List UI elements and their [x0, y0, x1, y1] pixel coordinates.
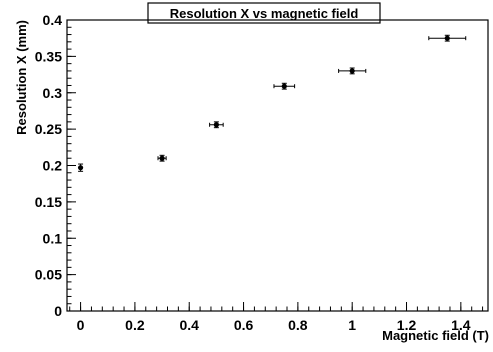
chart-title-box: [147, 2, 381, 24]
data-point: [159, 155, 165, 161]
data-point: [444, 35, 450, 41]
x-axis: [69, 302, 484, 311]
data-point-group: [77, 163, 84, 172]
y-tick-label: 0.1: [43, 230, 63, 246]
x-tick-label: 1.4: [451, 317, 471, 333]
data-point: [213, 122, 219, 128]
y-tick-label: 0.4: [43, 12, 63, 28]
y-tick-label: 0.3: [43, 85, 63, 101]
x-tick-label: 0.6: [234, 317, 254, 333]
y-tick-labels: 0 0.05 0.1 0.15 0.2 0.25 0.3 0.35 0.4: [35, 12, 62, 319]
x-tick-label: 1: [348, 317, 356, 333]
data-point-group: [338, 67, 367, 75]
y-axis-label: Resolution X (mm): [14, 20, 29, 135]
data-point-group: [209, 121, 224, 129]
chart-title: Resolution X vs magnetic field: [147, 2, 381, 24]
data-point: [281, 83, 287, 89]
y-tick-label: 0: [54, 303, 62, 319]
data-point-group: [428, 34, 467, 42]
x-tick-label: 0.8: [288, 317, 308, 333]
data-point-group: [273, 82, 296, 90]
x-tick-label: 1.2: [397, 317, 417, 333]
x-axis-label: Magnetic field (T): [382, 328, 489, 343]
x-tick-labels: 0 0.2 0.4 0.6 0.8 1 1.2 1.4: [77, 317, 471, 333]
x-tick-label: 0.2: [125, 317, 145, 333]
y-tick-label: 0.15: [35, 194, 62, 210]
plot-frame: [66, 19, 489, 312]
y-tick-label: 0.2: [43, 158, 63, 174]
data-point-group: [157, 154, 167, 162]
data-points: [77, 34, 467, 172]
x-tick-label: 0.4: [179, 317, 199, 333]
chart-title-text: Resolution X vs magnetic field: [170, 6, 359, 21]
y-tick-label: 0.25: [35, 121, 62, 137]
data-point: [77, 165, 84, 171]
y-axis: [67, 19, 76, 312]
y-tick-label: 0.35: [35, 48, 62, 64]
data-point: [349, 68, 355, 74]
x-tick-label: 0: [77, 317, 85, 333]
y-tick-label: 0.05: [35, 267, 62, 283]
